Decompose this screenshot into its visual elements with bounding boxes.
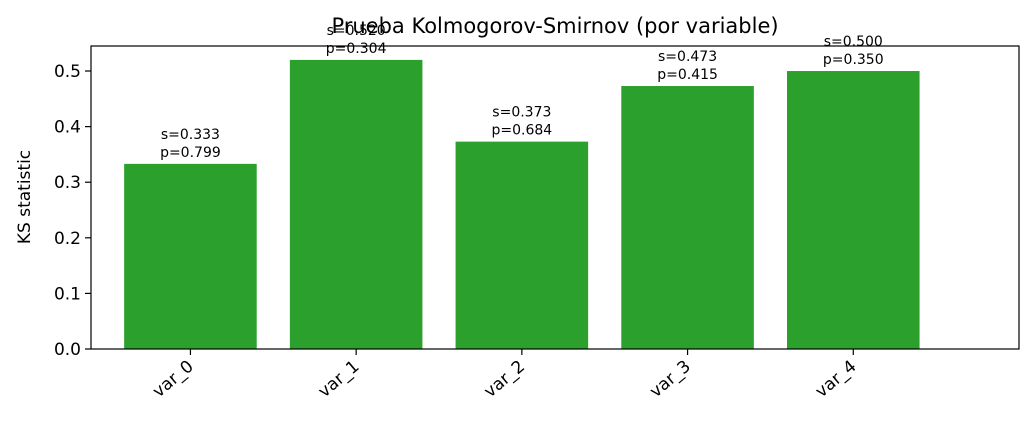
x-tick-label: var_1	[315, 357, 364, 402]
bar	[455, 141, 589, 349]
y-tick-label: 0.0	[54, 340, 81, 360]
plot-frame	[90, 45, 1020, 350]
y-tick-label: 0.3	[54, 173, 81, 193]
x-tick-label: var_2	[480, 357, 529, 402]
y-tick-label: 0.2	[54, 229, 81, 249]
bar-label-pvalue: p=0.684	[492, 123, 553, 139]
bar	[621, 86, 754, 349]
bar-label-pvalue: p=0.799	[160, 145, 221, 161]
y-tick-label: 0.4	[54, 118, 81, 138]
bar-label-statistic: s=0.333	[161, 127, 220, 143]
bar	[289, 59, 423, 350]
bar-label-pvalue: p=0.415	[657, 67, 718, 83]
y-axis-label: KS statistic	[15, 150, 35, 244]
bar-label-pvalue: p=0.350	[823, 52, 884, 68]
bar-label-pvalue: p=0.304	[326, 41, 387, 57]
bar-label-statistic: s=0.500	[824, 34, 883, 50]
chart-title: Prueba Kolmogorov-Smirnov (por variable)	[331, 14, 778, 38]
x-tick-label: var_0	[149, 357, 198, 402]
x-tick-label: var_3	[646, 357, 695, 402]
bar	[787, 71, 920, 350]
y-tick-label: 0.5	[54, 62, 81, 82]
y-tick-label: 0.1	[54, 284, 81, 304]
bar-label-statistic: s=0.373	[492, 105, 551, 121]
x-tick-label: var_4	[812, 357, 861, 402]
bar-label-statistic: s=0.520	[327, 23, 386, 39]
plot-area: 0.0 0.1 0.2 0.3 0.4 0.5 var_0 s=0.333 p=0.799 var…	[54, 23, 920, 402]
bar-label-statistic: s=0.473	[658, 49, 717, 65]
bar	[124, 163, 257, 349]
